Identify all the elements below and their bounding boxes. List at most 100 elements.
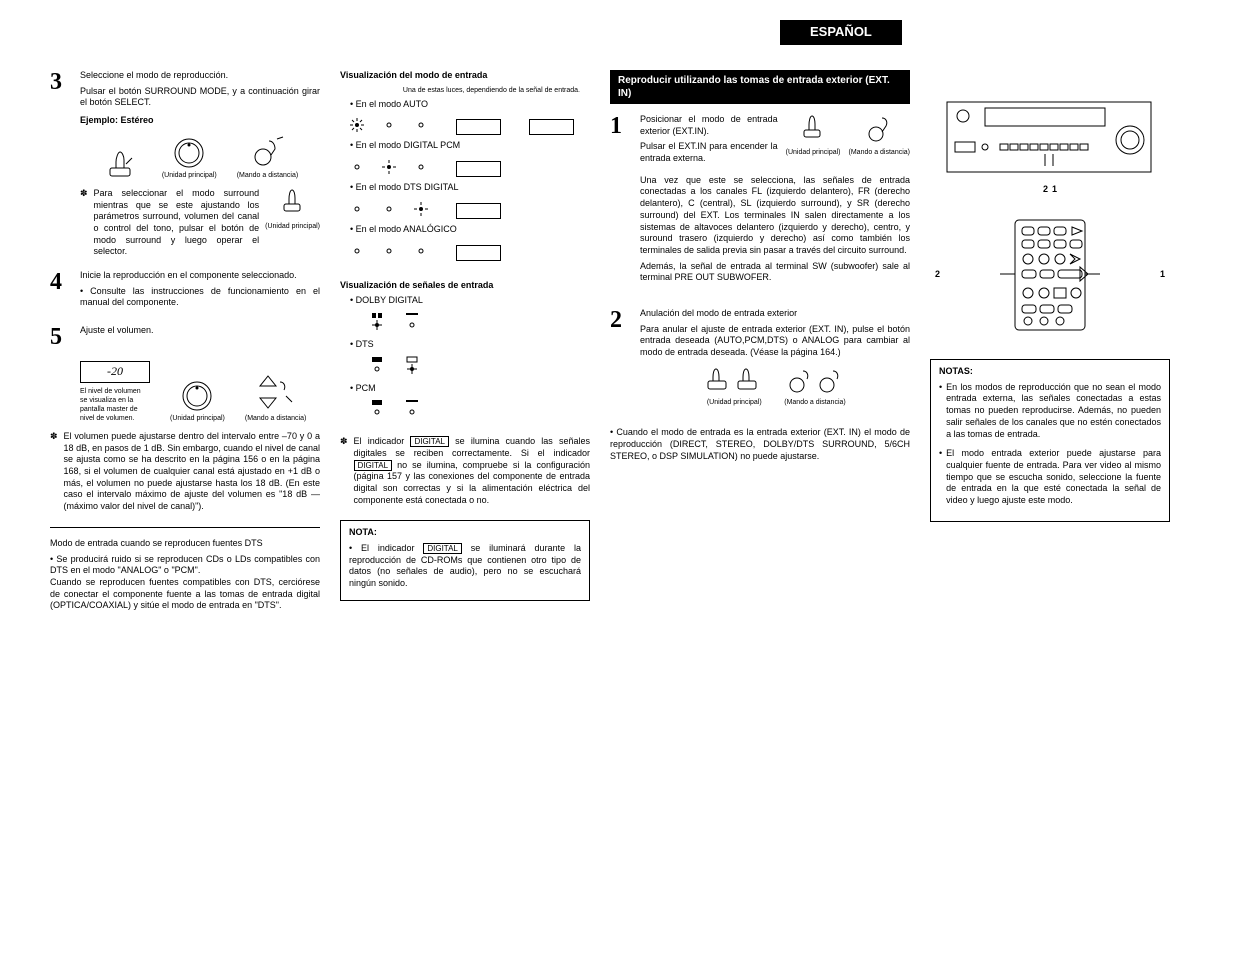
dolby-icon bbox=[370, 311, 386, 331]
caption-remote: (Mando a distancia) bbox=[849, 148, 910, 157]
caption-remote: (Mando a distancia) bbox=[784, 398, 845, 407]
remote-callout-2: 2 bbox=[935, 269, 940, 281]
display-box-icon bbox=[456, 119, 501, 135]
indicator-lit-icon bbox=[350, 118, 364, 132]
notas-box: NOTAS: •En los modos de reproducción que… bbox=[930, 359, 1170, 522]
volume-display: -20 bbox=[80, 361, 150, 383]
mode-dts-label: • En el modo DTS DIGITAL bbox=[350, 182, 590, 194]
remote-callout-1: 1 bbox=[1160, 269, 1165, 281]
step-number: 3 bbox=[50, 70, 70, 258]
caption-main: (Unidad principal) bbox=[170, 414, 225, 423]
indicator-off-icon bbox=[350, 244, 364, 258]
mode-auto-label: • En el modo AUTO bbox=[350, 99, 590, 111]
notas-label: NOTAS: bbox=[939, 366, 1161, 378]
remote-press-icon bbox=[864, 114, 894, 144]
indicator-off-icon bbox=[382, 244, 396, 258]
language-tab: ESPAÑOL bbox=[780, 20, 902, 45]
input-mode-subheading: Una de estas luces, dependiendo de la se… bbox=[340, 86, 580, 95]
ext-in-header: Reproducir utilizando las tomas de entra… bbox=[610, 70, 910, 104]
step3-example-label: Ejemplo: Estéreo bbox=[80, 115, 320, 127]
indicator-off-icon bbox=[414, 118, 428, 132]
step4-line2: • Consulte las instrucciones de funciona… bbox=[80, 286, 320, 309]
button-press-icon bbox=[798, 114, 828, 144]
ext1-body2: Además, la señal de entrada al terminal … bbox=[640, 261, 910, 284]
step3-surround-note: Para seleccionar el modo surround mientr… bbox=[94, 188, 260, 258]
step3-line1: Seleccione el modo de reproducción. bbox=[80, 70, 320, 82]
indicator-off-icon bbox=[350, 160, 364, 174]
notas-item-1: En los modos de reproducción que no sean… bbox=[946, 382, 1161, 440]
dts-mode-heading: Modo de entrada cuando se reproducen fue… bbox=[50, 538, 320, 550]
dial-icon bbox=[171, 135, 207, 171]
caption-main: (Unidad principal) bbox=[162, 171, 217, 180]
indicator-off-icon bbox=[414, 160, 428, 174]
step-number: 4 bbox=[50, 270, 70, 313]
asterisk-icon: ✽ bbox=[340, 436, 348, 510]
ext2-body: Para anular el ajuste de entrada exterio… bbox=[640, 324, 910, 359]
step5-line1: Ajuste el volumen. bbox=[80, 325, 320, 337]
two-remote-icon bbox=[785, 367, 845, 395]
input-signal-heading: Visualización de señales de entrada bbox=[340, 280, 590, 292]
step-3: 3 Seleccione el modo de reproducción. Pu… bbox=[50, 70, 320, 258]
indicator-lit-icon bbox=[382, 160, 396, 174]
device-callout-2: 2 bbox=[1043, 184, 1048, 196]
mode-analog-label: • En el modo ANALÓGICO bbox=[350, 224, 590, 236]
volume-range-note: El volumen puede ajustarse dentro del in… bbox=[64, 431, 320, 513]
step4-line1: Inicie la reproducción en el componente … bbox=[80, 270, 320, 282]
indicator-off-icon bbox=[350, 202, 364, 216]
nota-body: • El indicador DIGITAL se iluminará dura… bbox=[349, 543, 581, 590]
step-number: 2 bbox=[610, 308, 630, 416]
digital-badge: DIGITAL bbox=[410, 436, 449, 447]
digital-badge: DIGITAL bbox=[354, 460, 393, 471]
column-3: Reproducir utilizando las tomas de entra… bbox=[610, 70, 910, 616]
caption-main: (Unidad principal) bbox=[704, 398, 764, 407]
remote-press-icon bbox=[249, 135, 285, 171]
step-4: 4 Inicie la reproducción en el component… bbox=[50, 270, 320, 313]
ext-step-2: 2 Anulación del modo de entrada exterior… bbox=[610, 308, 910, 416]
step-number: 1 bbox=[610, 114, 630, 288]
step-5: 5 Ajuste el volumen. bbox=[50, 325, 320, 349]
display-box-icon bbox=[529, 119, 574, 135]
caption-remote: (Mando a distancia) bbox=[245, 414, 306, 423]
asterisk-icon: ✽ bbox=[50, 431, 58, 517]
signal-icon bbox=[370, 398, 386, 418]
signal-icon bbox=[404, 398, 420, 418]
asterisk-icon: ✽ bbox=[80, 188, 88, 258]
receiver-diagram bbox=[945, 100, 1155, 180]
button-press-icon bbox=[278, 188, 308, 218]
signal-dts-label: • DTS bbox=[350, 339, 590, 351]
remote-diagram bbox=[990, 215, 1110, 335]
dts-mode-body: • Se producirá ruido si se reproducen CD… bbox=[50, 554, 320, 612]
indicator-off-icon bbox=[382, 202, 396, 216]
indicator-off-icon bbox=[382, 118, 396, 132]
ext2-line1: Anulación del modo de entrada exterior bbox=[640, 308, 910, 320]
ext1-line2: Pulsar el EXT.IN para encender la entrad… bbox=[640, 141, 778, 164]
signal-icon bbox=[404, 311, 420, 331]
ext1-body: Una vez que este se selecciona, las seña… bbox=[640, 175, 910, 257]
column-2: Visualización del modo de entrada Una de… bbox=[340, 70, 590, 616]
indicator-off-icon bbox=[414, 244, 428, 258]
device-callout-1: 1 bbox=[1052, 184, 1057, 196]
step3-line2: Pulsar el botón SURROUND MODE, y a conti… bbox=[80, 86, 320, 109]
two-buttons-icon bbox=[704, 367, 764, 395]
display-box-icon bbox=[456, 245, 501, 261]
button-press-icon bbox=[102, 150, 142, 180]
dts-lit-icon bbox=[404, 355, 420, 375]
caption-remote: (Mando a distancia) bbox=[237, 171, 298, 180]
display-box-icon bbox=[456, 161, 501, 177]
nota-label: NOTA: bbox=[349, 527, 581, 539]
caption-main: (Unidad principal) bbox=[786, 148, 841, 157]
ext-footer-note: • Cuando el modo de entrada es la entrad… bbox=[610, 427, 910, 462]
up-down-buttons-icon bbox=[258, 374, 294, 414]
column-4: 2 1 bbox=[930, 70, 1170, 616]
signal-dolby-label: • DOLBY DIGITAL bbox=[350, 295, 590, 307]
step-number: 5 bbox=[50, 325, 70, 349]
ext-step-1: 1 Posicionar el modo de entrada exterior… bbox=[610, 114, 910, 288]
volume-caption: El nivel de volumen se visualiza en la p… bbox=[80, 387, 150, 423]
digital-indicator-note: El indicador DIGITAL se ilumina cuando l… bbox=[354, 436, 590, 506]
column-1: 3 Seleccione el modo de reproducción. Pu… bbox=[50, 70, 320, 616]
signal-pcm-label: • PCM bbox=[350, 383, 590, 395]
ext1-line1: Posicionar el modo de entrada exterior (… bbox=[640, 114, 778, 137]
input-mode-heading: Visualización del modo de entrada bbox=[340, 70, 590, 82]
mode-pcm-label: • En el modo DIGITAL PCM bbox=[350, 140, 590, 152]
notas-item-2: El modo entrada exterior puede ajustarse… bbox=[946, 448, 1161, 506]
